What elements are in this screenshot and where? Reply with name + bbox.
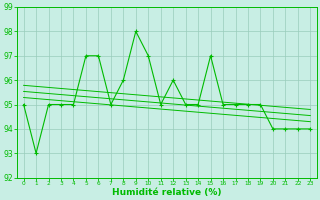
- X-axis label: Humidité relative (%): Humidité relative (%): [112, 188, 222, 197]
